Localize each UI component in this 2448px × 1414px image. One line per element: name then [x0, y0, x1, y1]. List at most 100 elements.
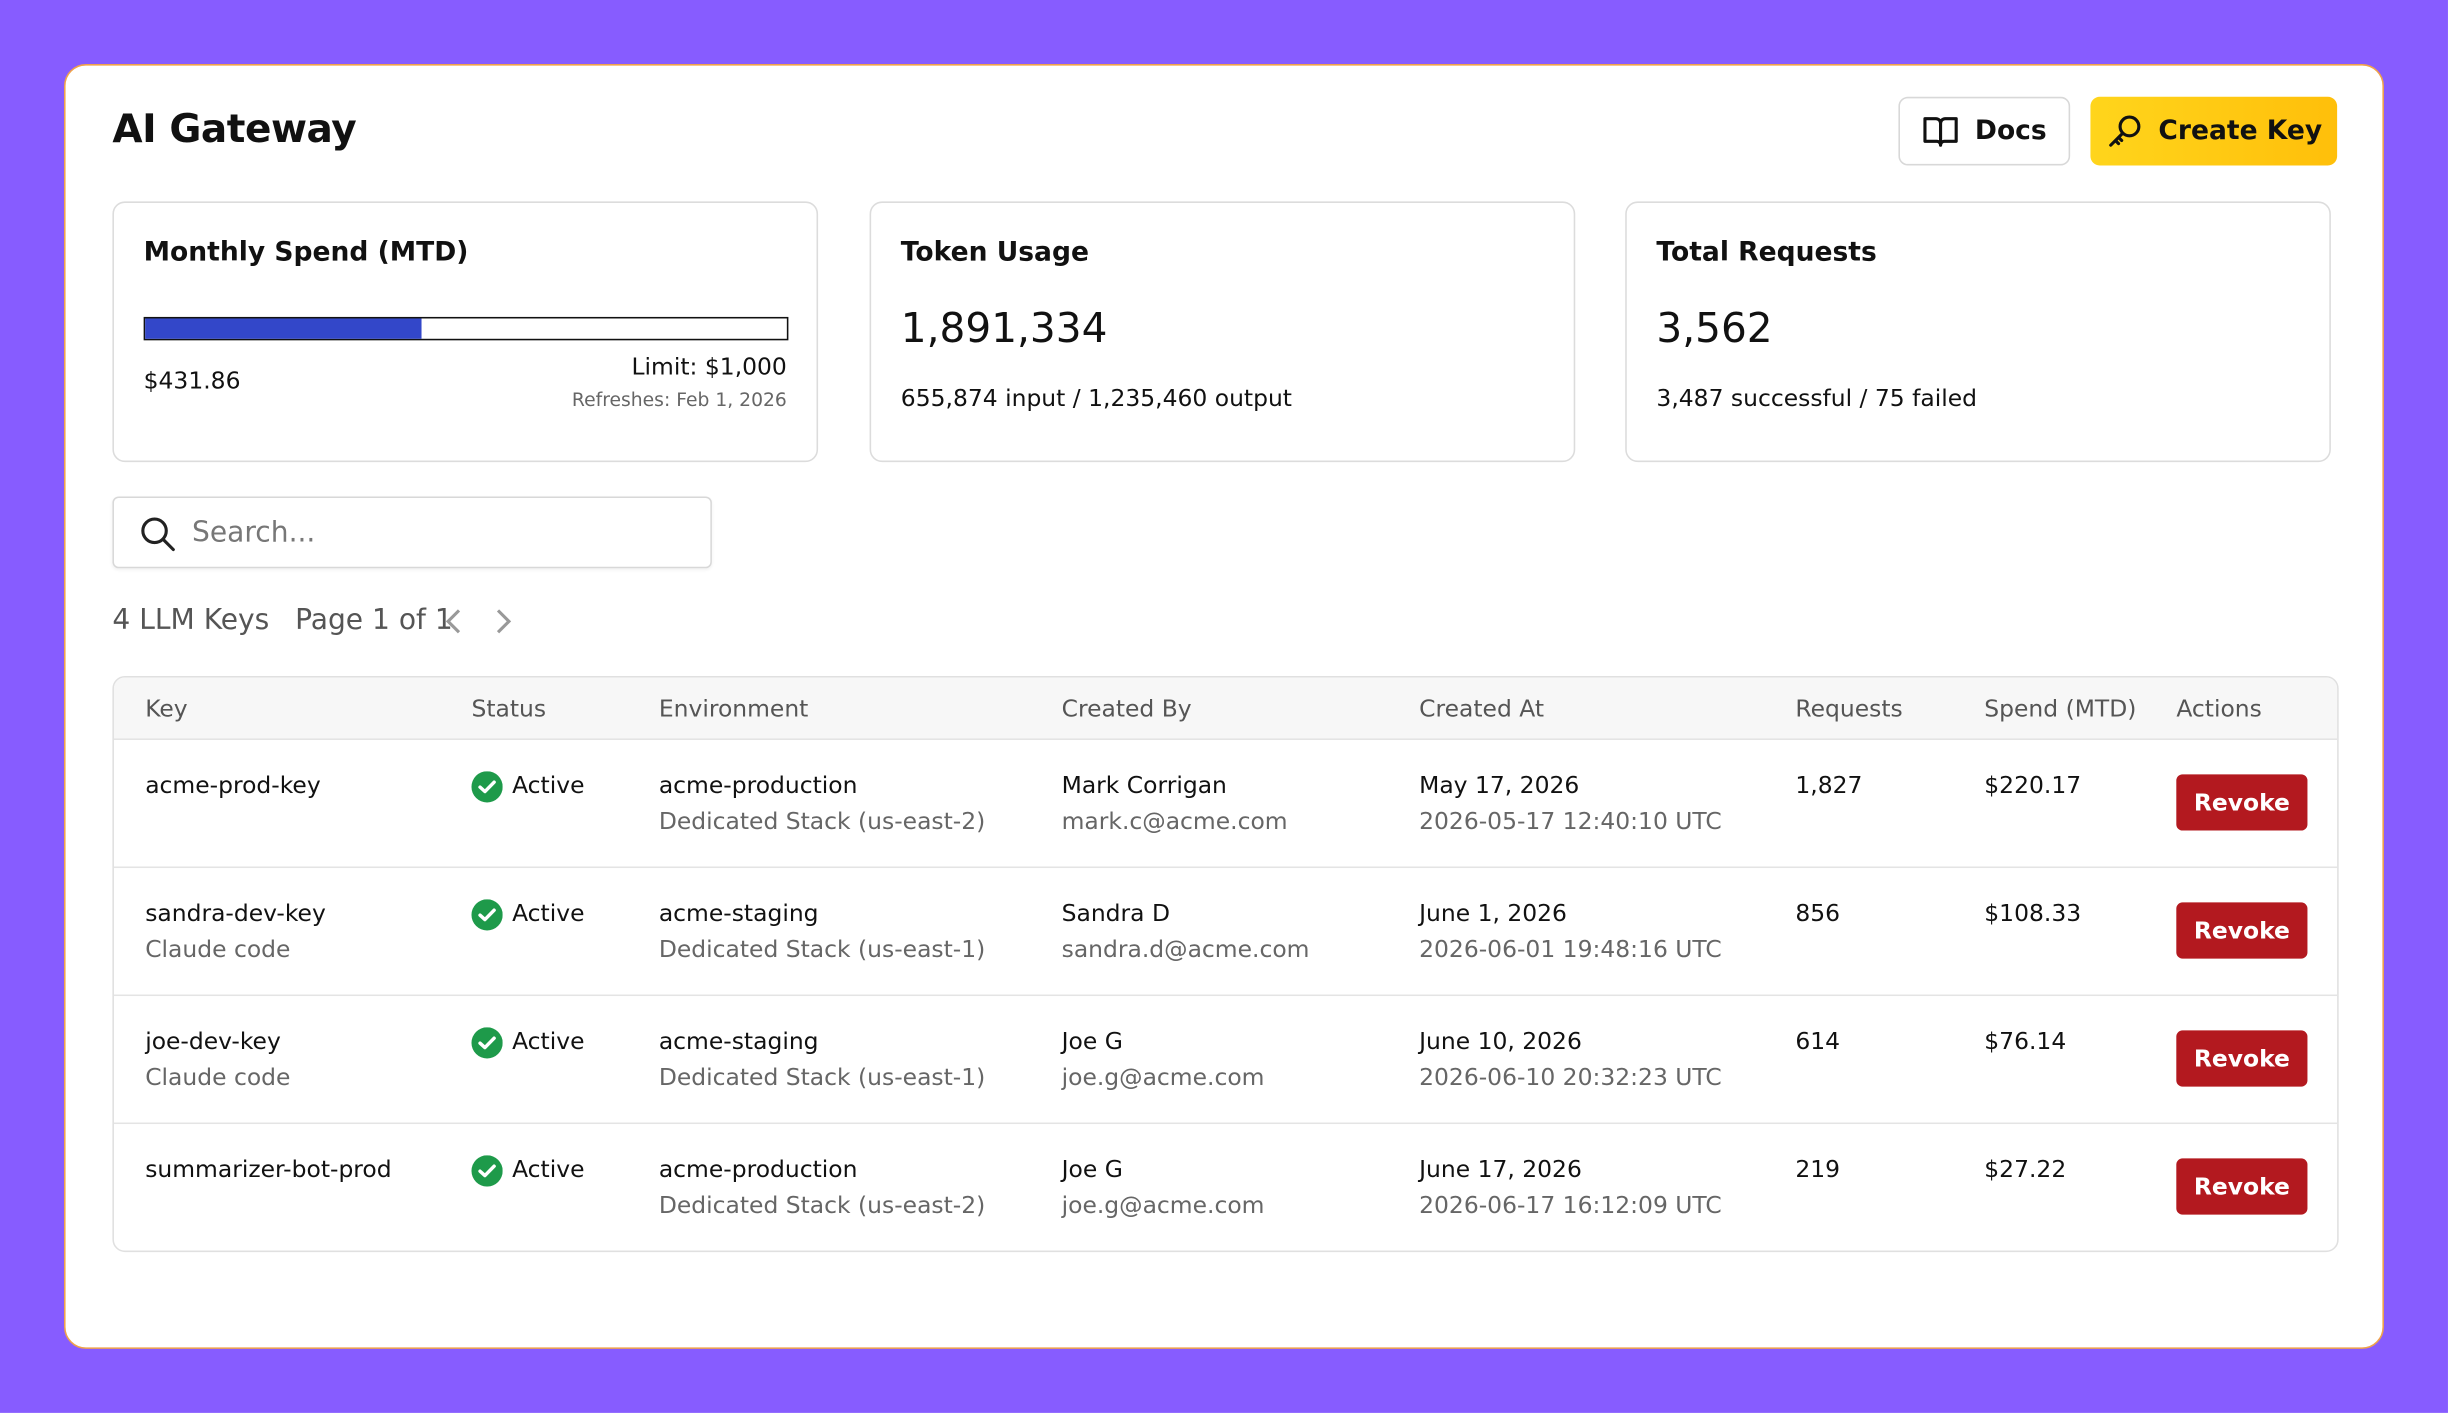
created-timestamp: 2026-05-17 12:40:10 UTC: [1419, 807, 1722, 836]
status-cell: Active: [471, 896, 658, 932]
creator-email: sandra.d@acme.com: [1061, 935, 1310, 964]
status-icon: [471, 1154, 503, 1186]
created-date: June 10, 2026: [1419, 1027, 1582, 1056]
environment-name: acme-production: [658, 1155, 858, 1184]
requests-cell: 856: [1795, 899, 1841, 928]
book-icon: [1923, 117, 1958, 147]
table-row: joe-dev-key Claude code Active acme-staging…: [113, 996, 2338, 1125]
key-name: joe-dev-key: [145, 1027, 281, 1056]
status-icon: [471, 1026, 503, 1058]
key-cell: summarizer-bot-prod: [145, 1152, 471, 1250]
card-detail: 655,874 input / 1,235,460 output: [900, 384, 1292, 413]
card-value: 3,562: [1656, 305, 1773, 353]
spend-cell: $108.33: [1984, 899, 2082, 928]
refresh-date: Refreshes: Feb 1, 2026: [571, 388, 787, 411]
spend-cell: $27.22: [1984, 1155, 2067, 1184]
key-name: summarizer-bot-prod: [145, 1155, 392, 1184]
created-cell: May 17, 2026 2026-05-17 12:40:10 UTC: [1419, 768, 1795, 866]
search-icon: [141, 517, 175, 552]
search-box[interactable]: Search...: [112, 496, 712, 569]
key-name: sandra-dev-key: [145, 899, 326, 928]
creator-email: joe.g@acme.com: [1061, 1191, 1265, 1220]
docs-button[interactable]: Docs: [1898, 96, 2071, 166]
requests-cell: 1,827: [1795, 771, 1863, 800]
revoke-button[interactable]: Revoke: [2176, 1158, 2308, 1215]
spend-bar-fill: [145, 318, 423, 339]
created-timestamp: 2026-06-10 20:32:23 UTC: [1419, 1063, 1722, 1092]
revoke-button[interactable]: Revoke: [2176, 902, 2308, 959]
revoke-button[interactable]: Revoke: [2176, 1030, 2308, 1087]
status-cell: Active: [471, 768, 658, 804]
table-row: summarizer-bot-prod Active acme-production…: [114, 1124, 2337, 1250]
search-placeholder: Search...: [192, 516, 316, 550]
table-row: acme-prod-key Active acme-production Dedica…: [113, 740, 2338, 869]
status-cell: Active: [471, 1024, 658, 1060]
created-date: June 1, 2026: [1419, 899, 1567, 928]
column-header: Status: [471, 693, 547, 723]
creator-email: mark.c@acme.com: [1061, 807, 1288, 836]
created-timestamp: 2026-06-01 19:48:16 UTC: [1419, 935, 1722, 964]
requests-card: Total Requests 3,562 3,487 successful / …: [1625, 201, 2331, 463]
environment-cell: acme-production Dedicated Stack (us-east-…: [659, 1152, 1062, 1250]
card-value: 1,891,334: [900, 305, 1108, 353]
spend-limit: Limit: $1,000: [631, 352, 787, 381]
page-indicator: Page 1 of 1: [295, 604, 453, 637]
creator-cell: Sandra D sandra.d@acme.com: [1062, 896, 1420, 994]
spend-bar-track: [143, 316, 789, 341]
column-header: Key: [145, 693, 188, 723]
spend-cell: $76.14: [1984, 1027, 2067, 1056]
requests-cell: 219: [1795, 1155, 1841, 1184]
actions-cell: Revoke: [2176, 768, 2337, 866]
created-cell: June 17, 2026 2026-06-17 16:12:09 UTC: [1419, 1152, 1795, 1250]
prev-page[interactable]: [442, 606, 467, 637]
create-key-label: Create Key: [2158, 115, 2323, 147]
status-label: Active: [512, 771, 585, 800]
actions-cell: Revoke: [2176, 1024, 2337, 1122]
table-header: Key Status Environment Created By Created At…: [113, 677, 2338, 741]
actions-cell: Revoke: [2176, 1152, 2337, 1250]
token-card: Token Usage 1,891,334 655,874 input / 1,…: [869, 201, 1576, 463]
status-cell: Active: [471, 1152, 658, 1188]
page-title: AI Gateway: [112, 106, 357, 152]
key-note: Claude code: [145, 1063, 291, 1092]
key-count: 4 LLM Keys: [112, 604, 270, 637]
creator-cell: Joe G joe.g@acme.com: [1062, 1152, 1420, 1250]
column-header: Actions: [2176, 693, 2262, 723]
revoke-button[interactable]: Revoke: [2176, 774, 2308, 831]
keys-table: Key Status Environment Created By Created At…: [112, 675, 2339, 1253]
created-timestamp: 2026-06-17 16:12:09 UTC: [1419, 1191, 1722, 1220]
environment-stack: Dedicated Stack (us-east-1): [658, 1063, 986, 1092]
created-cell: June 1, 2026 2026-06-01 19:48:16 UTC: [1419, 896, 1795, 994]
card-title: Total Requests: [1656, 237, 1877, 269]
card-detail: 3,487 successful / 75 failed: [1656, 384, 1978, 413]
creator-cell: Joe G joe.g@acme.com: [1062, 1024, 1420, 1122]
column-header: Requests: [1795, 693, 1903, 723]
status-label: Active: [512, 899, 585, 928]
key-note: Claude code: [145, 935, 291, 964]
next-page[interactable]: [490, 606, 515, 637]
create-key-button[interactable]: Create Key: [2090, 96, 2338, 166]
status-icon: [471, 898, 503, 930]
environment-stack: Dedicated Stack (us-east-1): [658, 935, 986, 964]
key-name: acme-prod-key: [145, 771, 321, 800]
key-cell: joe-dev-key Claude code: [145, 1024, 471, 1122]
environment-stack: Dedicated Stack (us-east-2): [658, 807, 986, 836]
creator-cell: Mark Corrigan mark.c@acme.com: [1062, 768, 1420, 866]
created-date: May 17, 2026: [1419, 771, 1580, 800]
environment-cell: acme-staging Dedicated Stack (us-east-1): [659, 896, 1062, 994]
environment-stack: Dedicated Stack (us-east-2): [658, 1191, 986, 1220]
spend-card: Monthly Spend (MTD) $431.86 Limit: $1,00…: [112, 201, 819, 463]
environment-name: acme-staging: [658, 899, 819, 928]
created-date: June 17, 2026: [1419, 1155, 1582, 1184]
column-header: Spend (MTD): [1984, 693, 2137, 723]
spend-amount: $431.86: [143, 366, 241, 395]
panel: AI Gateway Docs Create Key Monthly Spend…: [64, 64, 2384, 1349]
key-icon: [2108, 115, 2140, 147]
status-label: Active: [512, 1155, 585, 1184]
creator-email: joe.g@acme.com: [1061, 1063, 1265, 1092]
environment-name: acme-production: [658, 771, 858, 800]
key-cell: sandra-dev-key Claude code: [145, 896, 471, 994]
creator-name: Sandra D: [1061, 899, 1170, 928]
